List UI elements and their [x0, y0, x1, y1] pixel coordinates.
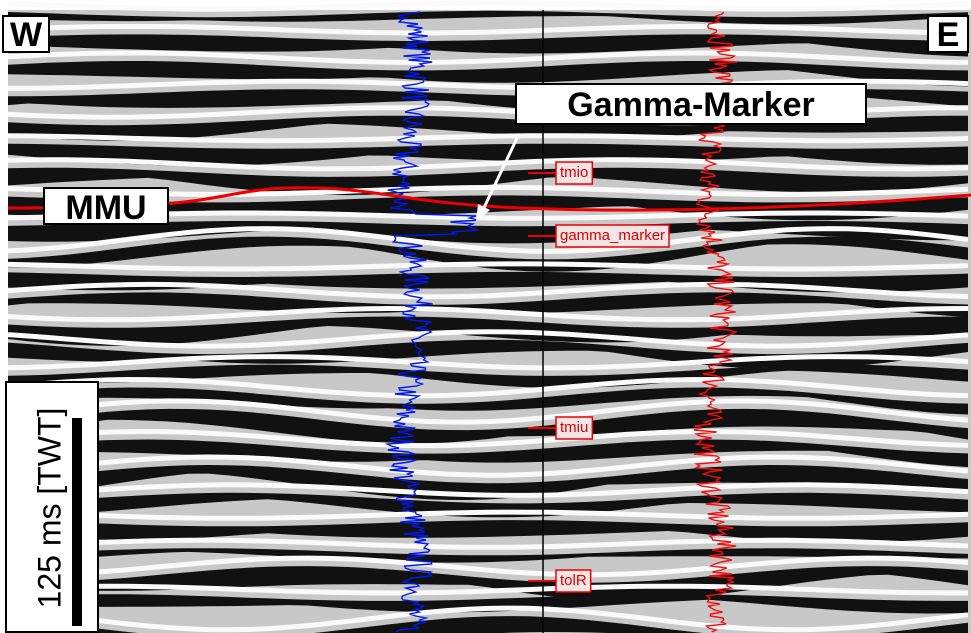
- callout-label: Gamma-Marker: [567, 86, 815, 124]
- seismic-figure: tmio gamma_markertmiu tolR W E Gamma-Marke…: [0, 0, 971, 633]
- west-label: W: [10, 16, 43, 54]
- marker-label: tmiu: [560, 419, 588, 436]
- marker-label: tolR: [560, 572, 587, 589]
- east-label: E: [937, 16, 960, 54]
- marker-label: tmio: [560, 164, 588, 181]
- scale-bar: [72, 418, 82, 626]
- horizon-label: MMU: [65, 189, 146, 227]
- marker-label: gamma_marker: [560, 227, 665, 244]
- scale-label: 125 ms [TWT]: [31, 408, 67, 609]
